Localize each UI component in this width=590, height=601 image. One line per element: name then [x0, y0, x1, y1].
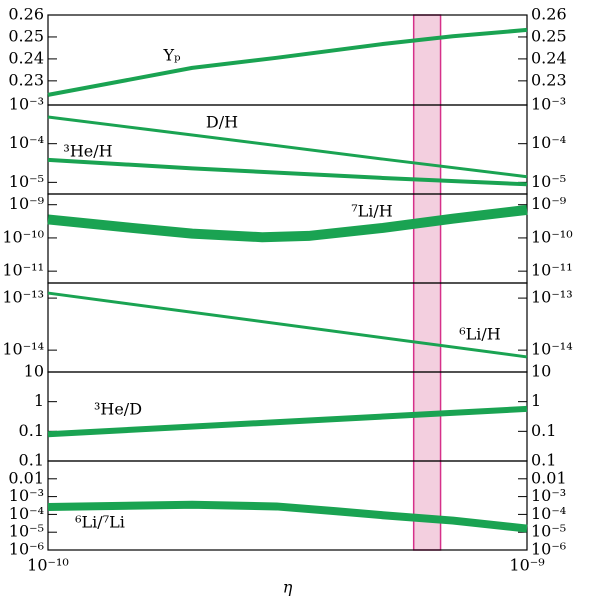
y-tick-label: 0.26: [531, 5, 567, 24]
y-tick-label: 10⁻⁵: [9, 172, 44, 191]
y-tick-label: 10⁻¹⁴: [2, 340, 44, 359]
y-tick-label: 10⁻³: [9, 95, 44, 114]
y-tick-label: 10⁻¹³: [531, 288, 573, 307]
y-tick-label: 10⁻⁶: [531, 540, 566, 559]
y-tick-label: 0.26: [8, 5, 44, 24]
y-tick-label: 0.23: [8, 70, 44, 89]
y-tick-label: 1: [531, 391, 541, 410]
series-line: [47, 204, 528, 243]
y-tick-label: 0.25: [8, 26, 44, 45]
y-tick-label: 10⁻¹¹: [2, 261, 44, 280]
series-label: ⁶Li/⁷Li: [75, 513, 125, 532]
y-tick-label: 0.01: [531, 468, 567, 487]
y-tick-label: 10⁻³: [531, 486, 566, 505]
panel-frame: [47, 14, 528, 106]
y-tick-label: 10⁻⁴: [531, 504, 566, 523]
series-line: [47, 115, 528, 179]
y-tick-label: 10⁻⁹: [531, 194, 567, 213]
series-label: ³He/H: [63, 142, 112, 161]
y-tick-label: 0.24: [531, 48, 567, 67]
y-tick-label: 10⁻¹³: [2, 288, 44, 307]
y-tick-label: 10: [24, 362, 44, 381]
series-line: [47, 291, 528, 359]
series-label: ⁷Li/H: [351, 202, 393, 221]
y-tick-label: 10⁻⁵: [531, 172, 566, 191]
panel-frame: [47, 282, 528, 373]
x-tick-label: 10⁻¹⁰: [27, 556, 69, 575]
series-label: D/H: [206, 113, 238, 132]
y-tick-label: 10⁻⁶: [9, 540, 44, 559]
y-tick-label: 10⁻⁵: [531, 522, 566, 541]
y-tick-label: 10⁻⁴: [9, 133, 44, 152]
x-tick-label: 10⁻⁹: [509, 556, 545, 575]
y-tick-label: 10⁻¹⁰: [531, 227, 573, 246]
y-tick-label: 0.1: [531, 451, 556, 470]
y-tick-label: 10⁻¹¹: [531, 261, 573, 280]
y-tick-label: 0.1: [19, 421, 44, 440]
y-tick-label: 0.25: [531, 26, 567, 45]
y-tick-label: 1: [34, 391, 44, 410]
y-tick-label: 10⁻¹⁰: [2, 227, 44, 246]
y-tick-label: 0.01: [8, 468, 44, 487]
series-label: ³He/D: [94, 400, 142, 419]
series-line: [47, 500, 528, 533]
y-tick-label: 10⁻⁵: [9, 522, 44, 541]
series-line: [47, 157, 528, 187]
y-tick-label: 10⁻⁴: [531, 133, 566, 152]
y-tick-label: 0.1: [19, 451, 44, 470]
x-axis-label: η: [283, 578, 293, 597]
y-tick-label: 0.23: [531, 70, 567, 89]
y-tick-label: 0.1: [531, 421, 556, 440]
series-line: [47, 405, 528, 438]
series-label: ⁶Li/H: [459, 325, 501, 344]
y-tick-label: 10⁻¹⁴: [531, 340, 573, 359]
series-label: Yₚ: [163, 46, 181, 65]
y-tick-label: 10⁻³: [9, 486, 44, 505]
y-tick-label: 0.24: [8, 48, 44, 67]
y-tick-label: 10⁻³: [531, 95, 566, 114]
y-tick-label: 10: [531, 362, 551, 381]
y-tick-label: 10⁻⁹: [9, 194, 45, 213]
y-tick-label: 10⁻⁴: [9, 504, 44, 523]
series-line: [47, 27, 528, 97]
